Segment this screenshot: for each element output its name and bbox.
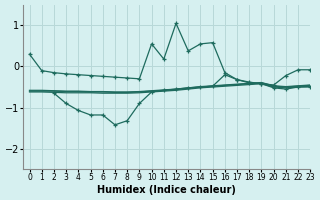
X-axis label: Humidex (Indice chaleur): Humidex (Indice chaleur): [97, 185, 236, 195]
